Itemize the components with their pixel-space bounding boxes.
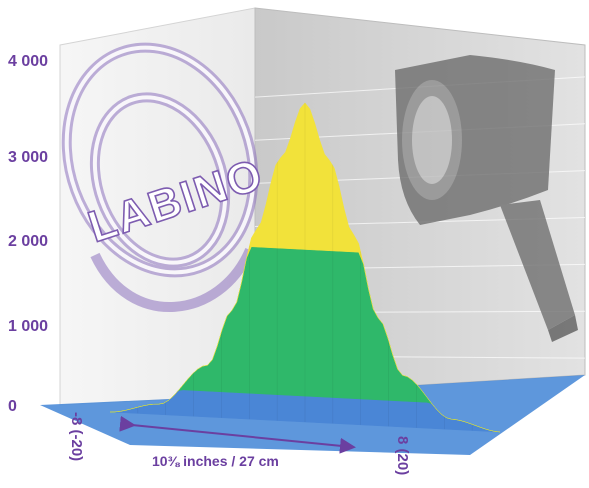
x-tick-min: -8 (-20) bbox=[68, 412, 85, 461]
span-indicator: 10⅜ inches / 27 cm bbox=[119, 415, 356, 469]
intensity-surface bbox=[109, 102, 501, 433]
y-tick-1000: 1 000 bbox=[8, 318, 48, 335]
y-tick-4000: 4 000 bbox=[8, 53, 48, 70]
surface-band-2 bbox=[109, 102, 501, 433]
span-arrow bbox=[119, 415, 356, 454]
y-tick-3000: 3 000 bbox=[8, 149, 48, 166]
x-tick-max: 8 (20) bbox=[394, 436, 411, 475]
x-axis: -8 (-20) 8 (20) bbox=[68, 412, 411, 475]
y-tick-2000: 2 000 bbox=[8, 233, 48, 250]
lamp-icon bbox=[395, 55, 578, 342]
span-label: 10⅜ inches / 27 cm bbox=[152, 453, 279, 469]
y-tick-0: 0 bbox=[8, 398, 17, 415]
y-axis: 0 1 000 2 000 3 000 4 000 bbox=[8, 53, 48, 415]
